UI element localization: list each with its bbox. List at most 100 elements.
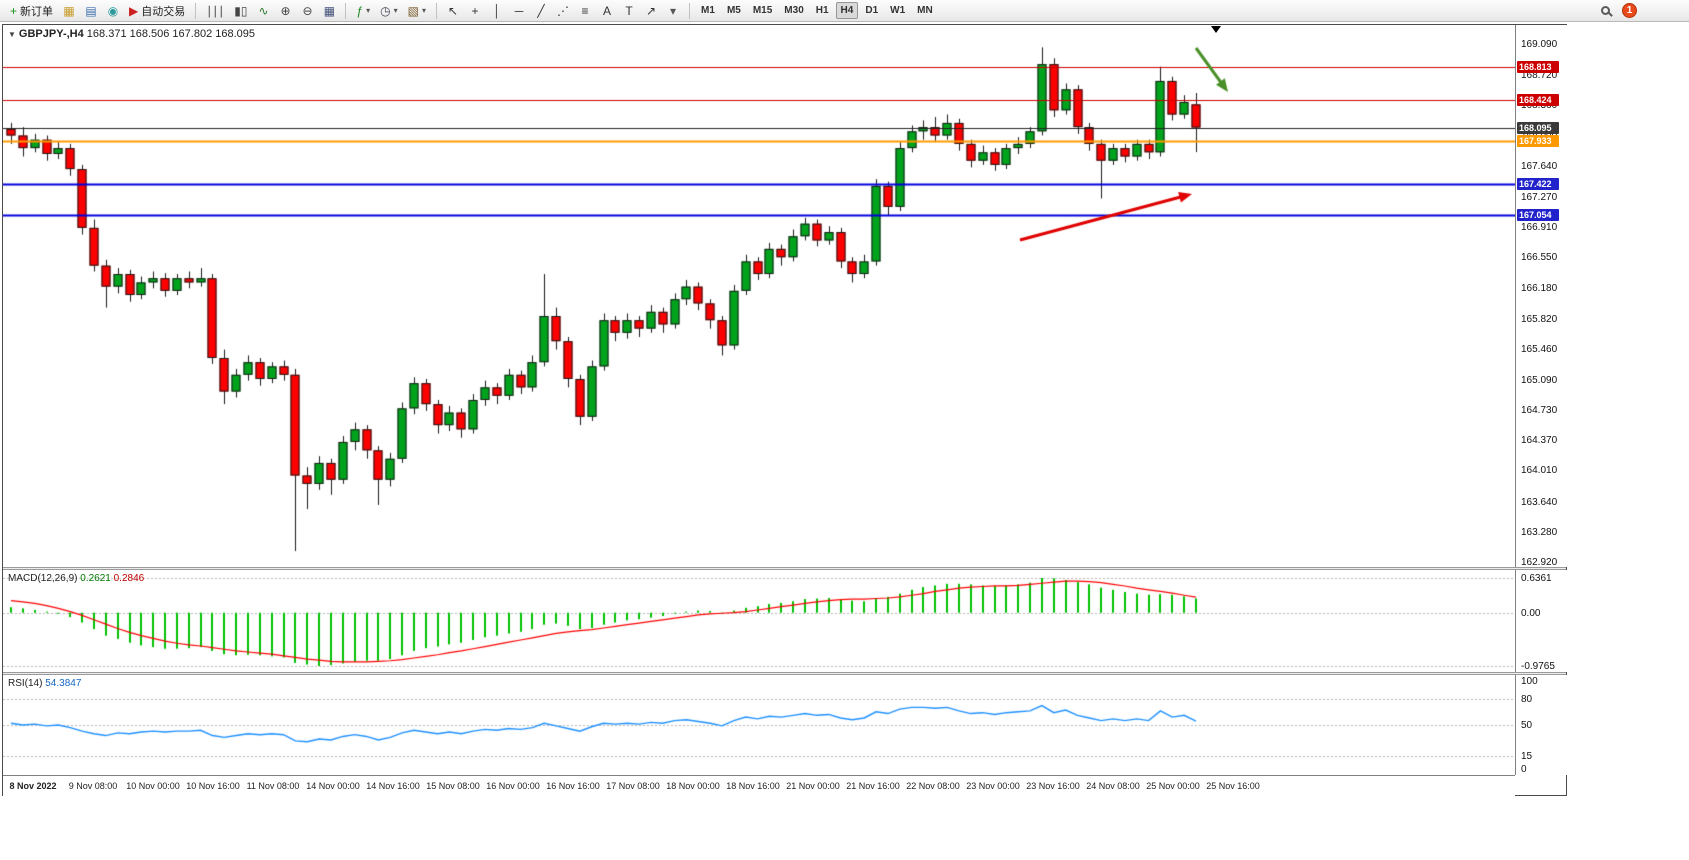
zoom-out-button[interactable]: ⊖ [297, 2, 317, 20]
crosshair-icon: + [471, 3, 479, 18]
horizontal-line-button[interactable]: ─ [509, 2, 529, 20]
zoom-in-button[interactable]: ⊕ [275, 2, 295, 20]
charts-icon: ▦ [63, 3, 75, 18]
price-axis-label: 166.550 [1521, 252, 1558, 264]
price-axis-label: 166.180 [1521, 283, 1558, 295]
dropdown-arrow-icon[interactable]: ▾ [366, 6, 371, 15]
time-axis-label: 9 Nov 08:00 [68, 781, 118, 791]
timeframe-m1-button[interactable]: M1 [701, 5, 715, 16]
line-chart-button[interactable]: ∿ [253, 2, 273, 20]
rsi-panel: RSI(14) 54.3847 100 80 50 15 0 [3, 675, 1567, 775]
price-axis-label: 164.370 [1521, 435, 1558, 447]
macd-value-signal: 0.2846 [113, 573, 145, 584]
timeframe-d1-button[interactable]: D1 [865, 5, 879, 16]
zoom-in-icon: ⊕ [280, 3, 291, 18]
candlestick-chart-button[interactable]: ▮▯ [230, 2, 251, 20]
tile-windows-button[interactable]: ▦ [319, 2, 339, 20]
dropdown-arrow-icon[interactable]: ▾ [422, 6, 427, 15]
autotrading-button[interactable]: ▶ 自动交易 [125, 2, 189, 20]
autotrading-label: 自动交易 [141, 5, 186, 18]
resistance-2-price-tag: 168.424 [1517, 93, 1559, 106]
zoom-out-icon: ⊖ [302, 3, 313, 18]
macd-axis-label: -0.9765 [1521, 661, 1555, 672]
cursor-button[interactable]: ↖ [443, 2, 463, 20]
rsi-axis-label: 0 [1521, 764, 1527, 775]
rsi-axis[interactable]: 100 80 50 15 0 [1515, 675, 1567, 775]
time-axis-label: 21 Nov 16:00 [846, 781, 900, 791]
pivot-line-price-tag: 167.933 [1517, 135, 1559, 148]
panel-splitter-rsi[interactable] [3, 672, 1566, 675]
timeframe-m30-button[interactable]: M30 [784, 5, 804, 16]
toolbar-separator [689, 2, 691, 19]
cursor-icon: ↖ [448, 3, 459, 18]
text-icon: A [603, 3, 612, 18]
new-order-label: 新订单 [20, 5, 54, 18]
search-icon[interactable] [1601, 6, 1610, 15]
timeframe-h4-button[interactable]: H4 [835, 2, 859, 19]
price-axis[interactable]: 169.090168.720168.360168.000167.640167.2… [1515, 25, 1567, 568]
macd-panel: MACD(12,26,9) 0.2621 0.2846 0.6361 0.00 -0… [3, 570, 1567, 672]
price-axis-label: 168.720 [1521, 70, 1558, 82]
notification-badge[interactable]: 1 [1622, 3, 1637, 18]
horizontal-line-icon: ─ [514, 3, 524, 18]
timeframe-m15-button[interactable]: M15 [752, 5, 773, 16]
more-shapes-button[interactable]: ▾ [663, 2, 683, 20]
indicators-button[interactable]: ƒ ▾ [352, 2, 374, 20]
chart-shift-marker[interactable] [1211, 26, 1221, 33]
rsi-canvas[interactable] [3, 675, 1515, 775]
navigator-button[interactable]: ◉ [103, 2, 123, 20]
bar-chart-button[interactable]: ∣∣∣ [202, 2, 228, 20]
time-axis-label: 25 Nov 00:00 [1146, 781, 1200, 791]
dropdown-arrow-icon[interactable]: ▾ [393, 6, 398, 15]
price-axis-label: 165.090 [1521, 374, 1558, 386]
trend-line-button[interactable]: ╱ [531, 2, 551, 20]
one-click-trading-icon[interactable]: ▼ [8, 30, 16, 39]
ohlc-values: 168.371 168.506 167.802 168.095 [86, 28, 256, 40]
macd-canvas[interactable] [3, 570, 1515, 672]
macd-axis[interactable]: 0.6361 0.00 -0.9765 [1515, 570, 1567, 672]
new-order-button[interactable]: + 新订单 [6, 2, 57, 20]
time-axis[interactable]: 8 Nov 2022 9 Nov 08:00 10 Nov 00:00 10 Nov … [3, 775, 1515, 797]
support-2-price-tag: 167.054 [1517, 208, 1559, 221]
symbol-ohlc-label: ▼ GBPJPY-,H4 168.371 168.506 167.802 168.… [8, 28, 255, 40]
market-watch-button[interactable]: ▤ [81, 2, 101, 20]
rsi-axis-label: 15 [1521, 750, 1533, 762]
arrows-button[interactable]: ↗ [641, 2, 661, 20]
time-axis-label: 8 Nov 2022 [9, 781, 57, 791]
time-axis-label: 23 Nov 00:00 [966, 781, 1020, 791]
rsi-axis-label: 50 [1521, 720, 1533, 731]
fibonacci-button[interactable]: ≡ [575, 2, 595, 20]
price-axis-label: 167.270 [1521, 191, 1558, 203]
timeframe-h1-button[interactable]: H1 [815, 5, 829, 16]
line-chart-icon: ∿ [258, 3, 269, 18]
time-axis-label: 14 Nov 16:00 [366, 781, 420, 791]
bar-chart-icon: ∣∣∣ [206, 3, 225, 18]
tile-windows-icon: ▦ [323, 3, 336, 18]
equidistant-channel-button[interactable]: ⋰ [553, 2, 573, 20]
support-1-price-tag: 167.422 [1517, 178, 1559, 191]
price-axis-label: 162.920 [1521, 557, 1558, 568]
crosshair-button[interactable]: + [465, 2, 485, 20]
time-axis-label: 10 Nov 00:00 [126, 781, 180, 791]
price-axis-label: 169.090 [1521, 39, 1558, 50]
panel-splitter-macd[interactable] [3, 567, 1566, 570]
templates-button[interactable]: ▧ ▾ [404, 2, 430, 20]
time-axis-label: 24 Nov 08:00 [1086, 781, 1140, 791]
main-chart-canvas[interactable] [3, 25, 1515, 567]
text-button[interactable]: A [597, 2, 617, 20]
price-axis-label: 164.010 [1521, 465, 1558, 477]
time-axis-label: 14 Nov 00:00 [306, 781, 360, 791]
vertical-line-button[interactable]: │ [487, 2, 507, 20]
charts-button[interactable]: ▦ [59, 2, 79, 20]
toolbar-separator [345, 2, 347, 19]
more-shapes-icon: ▾ [670, 3, 677, 18]
price-axis-label: 165.820 [1521, 313, 1558, 325]
text-box-icon: T [625, 3, 633, 18]
periods-button[interactable]: ◷ ▾ [376, 2, 402, 20]
timeframe-m5-button[interactable]: M5 [726, 5, 741, 16]
text-box-button[interactable]: T [619, 2, 639, 20]
rsi-name: RSI(14) [8, 678, 43, 689]
timeframe-mn-button[interactable]: MN [917, 5, 933, 16]
macd-axis-label: 0.00 [1521, 607, 1541, 619]
timeframe-w1-button[interactable]: W1 [890, 5, 906, 16]
